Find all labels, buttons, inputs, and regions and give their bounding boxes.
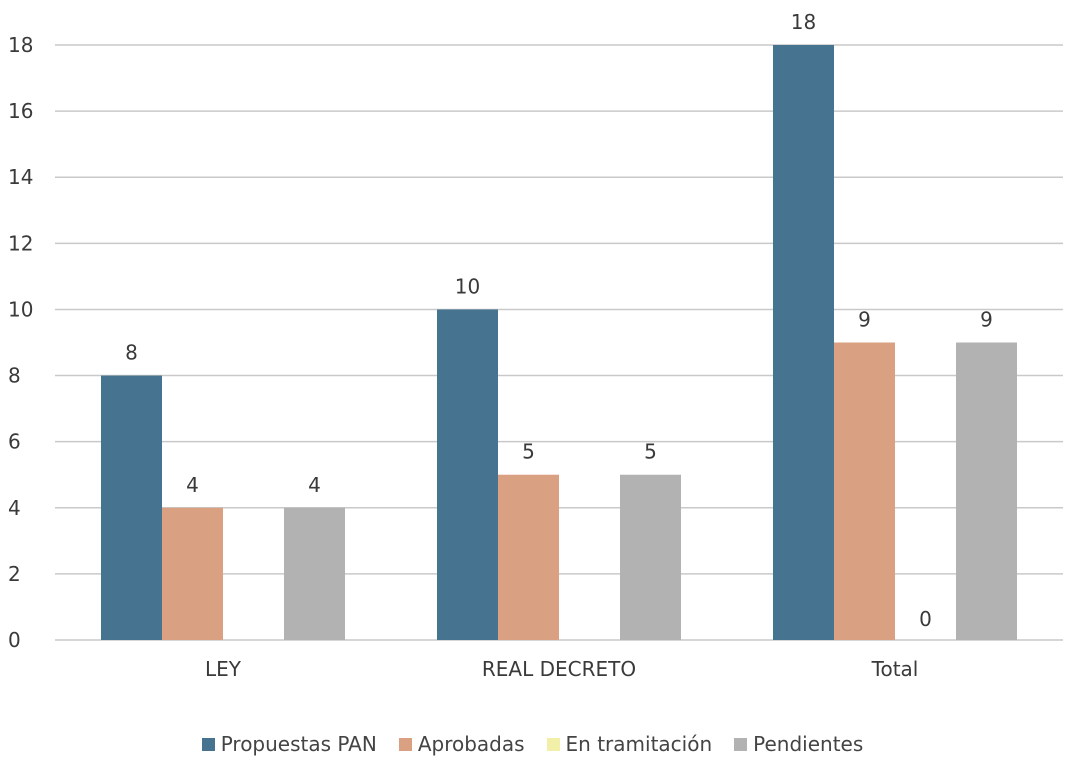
- bar-aprobadas-total: [834, 342, 895, 640]
- legend-label-propuestas-pan: Propuestas PAN: [220, 732, 377, 756]
- y-tick-label: 2: [8, 562, 21, 586]
- data-label-propuestas-pan-total: 18: [791, 10, 816, 34]
- y-tick-label: 16: [8, 99, 33, 123]
- legend-label-aprobadas: Aprobadas: [417, 732, 525, 756]
- x-tick-label-ley: LEY: [205, 657, 242, 681]
- legend: Propuestas PAN Aprobadas En tramitación …: [0, 732, 1065, 756]
- legend-swatch-aprobadas: [398, 737, 412, 751]
- x-tick-label-real-decreto: REAL DECRETO: [482, 657, 636, 681]
- legend-item-propuestas-pan: Propuestas PAN: [201, 732, 377, 756]
- bar-aprobadas-ley: [162, 507, 223, 640]
- data-label-pendientes-total: 9: [980, 308, 993, 332]
- legend-item-en-tramitacion: En tramitación: [546, 732, 713, 756]
- y-tick-label: 0: [8, 628, 21, 652]
- bar-aprobadas-real-decreto: [498, 474, 559, 640]
- data-labels: 8 4 4 10 5 5 18 9 0 9: [125, 10, 993, 631]
- legend-swatch-propuestas-pan: [201, 737, 215, 751]
- bar-pendientes-real-decreto: [620, 474, 681, 640]
- bar-chart: 0 2 4 6 8 10 12 14 16 18 8 4 4 10 5 5 18 9 0 9 LEY REAL DEC…: [8, 10, 1063, 681]
- legend-swatch-en-tramitacion: [546, 737, 560, 751]
- y-tick-label: 12: [8, 231, 33, 255]
- data-label-pendientes-ley: 4: [308, 473, 321, 497]
- data-label-propuestas-pan-real-decreto: 10: [455, 274, 480, 298]
- y-axis-ticks: 0 2 4 6 8 10 12 14 16 18: [8, 33, 33, 652]
- legend-swatch-pendientes: [734, 737, 748, 751]
- y-tick-label: 8: [8, 364, 21, 388]
- x-tick-label-total: Total: [871, 657, 919, 681]
- y-tick-label: 10: [8, 297, 33, 321]
- data-label-aprobadas-ley: 4: [186, 473, 199, 497]
- y-tick-label: 18: [8, 33, 33, 57]
- bar-propuestas-pan-ley: [101, 375, 162, 640]
- legend-label-pendientes: Pendientes: [753, 732, 864, 756]
- bar-propuestas-pan-total: [773, 45, 834, 640]
- data-label-aprobadas-real-decreto: 5: [522, 440, 535, 464]
- bar-pendientes-ley: [284, 507, 345, 640]
- y-tick-label: 4: [8, 496, 21, 520]
- data-label-propuestas-pan-ley: 8: [125, 341, 138, 365]
- legend-item-pendientes: Pendientes: [734, 732, 863, 756]
- bars: [101, 45, 1017, 640]
- bar-pendientes-total: [956, 342, 1017, 640]
- legend-label-en-tramitacion: En tramitación: [565, 732, 713, 756]
- data-label-en-tramitacion-total: 0: [919, 607, 932, 631]
- x-axis-ticks: LEY REAL DECRETO Total: [205, 657, 918, 681]
- y-tick-label: 14: [8, 165, 33, 189]
- bar-propuestas-pan-real-decreto: [437, 309, 498, 640]
- y-tick-label: 6: [8, 430, 21, 454]
- data-label-pendientes-real-decreto: 5: [644, 440, 657, 464]
- legend-item-aprobadas: Aprobadas: [398, 732, 525, 756]
- data-label-aprobadas-total: 9: [858, 308, 871, 332]
